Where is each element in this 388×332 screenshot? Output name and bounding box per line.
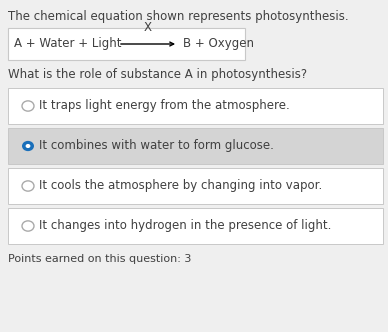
Text: It traps light energy from the atmosphere.: It traps light energy from the atmospher… <box>39 100 290 113</box>
Bar <box>8 28 245 60</box>
Ellipse shape <box>22 221 34 231</box>
Text: Points earned on this question: 3: Points earned on this question: 3 <box>8 254 191 264</box>
Text: What is the role of substance A in photosynthesis?: What is the role of substance A in photo… <box>8 68 307 81</box>
Text: X: X <box>144 21 152 34</box>
Bar <box>8 208 383 244</box>
Ellipse shape <box>22 101 34 111</box>
Text: B + Oxygen: B + Oxygen <box>183 38 254 50</box>
Bar <box>8 168 383 204</box>
Bar <box>8 128 383 164</box>
Ellipse shape <box>22 141 34 151</box>
Text: The chemical equation shown represents photosynthesis.: The chemical equation shown represents p… <box>8 10 349 23</box>
Text: It changes into hydrogen in the presence of light.: It changes into hydrogen in the presence… <box>39 219 331 232</box>
Text: It cools the atmosphere by changing into vapor.: It cools the atmosphere by changing into… <box>39 180 322 193</box>
Text: A + Water + Light: A + Water + Light <box>14 38 121 50</box>
Bar <box>8 88 383 124</box>
Text: It combines with water to form glucose.: It combines with water to form glucose. <box>39 139 274 152</box>
Ellipse shape <box>26 144 30 148</box>
Ellipse shape <box>22 181 34 191</box>
